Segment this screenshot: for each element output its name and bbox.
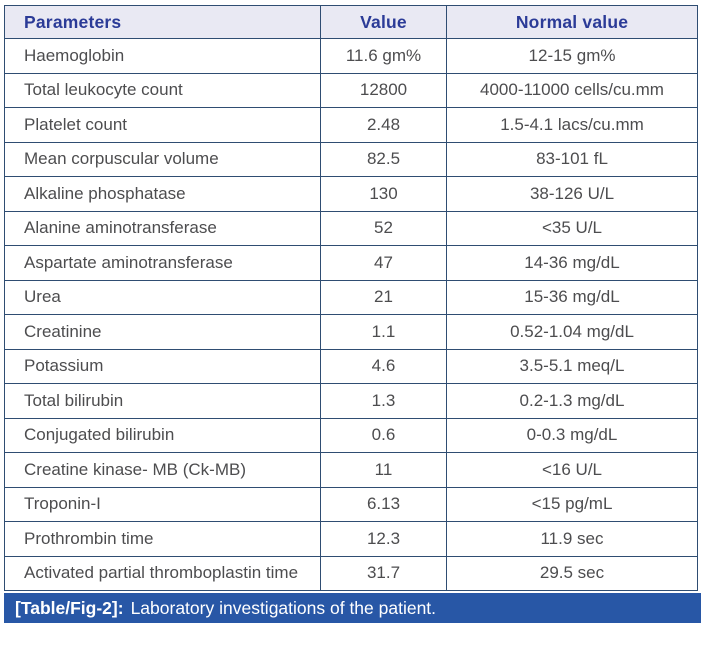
parameter-cell: Total bilirubin xyxy=(4,383,321,419)
table-row: Creatinine 1.1 0.52-1.04 mg/dL xyxy=(4,314,698,350)
table-body: Haemoglobin 11.6 gm% 12-15 gm% Total leukoc… xyxy=(4,38,698,591)
value-cell: 130 xyxy=(320,176,447,212)
normal-value-cell: 83-101 fL xyxy=(446,141,698,177)
value-cell: 47 xyxy=(320,245,447,281)
table-row: Prothrombin time 12.3 11.9 sec xyxy=(4,521,698,557)
value-cell: 1.1 xyxy=(320,314,447,350)
caption-label: [Table/Fig-2]: xyxy=(15,597,124,618)
normal-value-cell: 3.5-5.1 meq/L xyxy=(446,348,698,384)
parameter-cell: Activated partial thromboplastin time xyxy=(4,555,321,591)
normal-value-cell: 0.2-1.3 mg/dL xyxy=(446,383,698,419)
value-cell: 12800 xyxy=(320,72,447,108)
table-row: Alanine aminotransferase 52 <35 U/L xyxy=(4,210,698,246)
table-row: Urea 21 15-36 mg/dL xyxy=(4,279,698,315)
normal-value-cell: 29.5 sec xyxy=(446,555,698,591)
table-row: Platelet count 2.48 1.5-4.1 lacs/cu.mm xyxy=(4,107,698,143)
parameter-cell: Troponin-I xyxy=(4,486,321,522)
table-row: Potassium 4.6 3.5-5.1 meq/L xyxy=(4,348,698,384)
normal-value-cell: <35 U/L xyxy=(446,210,698,246)
col-header-parameters: Parameters xyxy=(4,5,321,39)
parameter-cell: Platelet count xyxy=(4,107,321,143)
col-header-value: Value xyxy=(320,5,447,39)
parameter-cell: Conjugated bilirubin xyxy=(4,417,321,453)
table-row: Haemoglobin 11.6 gm% 12-15 gm% xyxy=(4,38,698,74)
value-cell: 31.7 xyxy=(320,555,447,591)
parameter-cell: Haemoglobin xyxy=(4,38,321,74)
value-cell: 52 xyxy=(320,210,447,246)
parameter-cell: Urea xyxy=(4,279,321,315)
lab-investigations-table: Parameters Value Normal value Haemoglobi… xyxy=(4,5,698,591)
normal-value-cell: 4000-11000 cells/cu.mm xyxy=(446,72,698,108)
parameter-cell: Alkaline phosphatase xyxy=(4,176,321,212)
table-header: Parameters Value Normal value xyxy=(4,5,698,39)
table-row: Conjugated bilirubin 0.6 0-0.3 mg/dL xyxy=(4,417,698,453)
parameter-cell: Creatine kinase- MB (Ck-MB) xyxy=(4,452,321,488)
parameter-cell: Potassium xyxy=(4,348,321,384)
value-cell: 4.6 xyxy=(320,348,447,384)
table-row: Alkaline phosphatase 130 38-126 U/L xyxy=(4,176,698,212)
normal-value-cell: 11.9 sec xyxy=(446,521,698,557)
value-cell: 21 xyxy=(320,279,447,315)
table-row: Total leukocyte count 12800 4000-11000 cel… xyxy=(4,72,698,108)
normal-value-cell: 15-36 mg/dL xyxy=(446,279,698,315)
parameter-cell: Mean corpuscular volume xyxy=(4,141,321,177)
parameter-cell: Total leukocyte count xyxy=(4,72,321,108)
parameter-cell: Prothrombin time xyxy=(4,521,321,557)
parameter-cell: Alanine aminotransferase xyxy=(4,210,321,246)
header-row: Parameters Value Normal value xyxy=(4,5,698,39)
normal-value-cell: 0.52-1.04 mg/dL xyxy=(446,314,698,350)
value-cell: 11 xyxy=(320,452,447,488)
col-header-normal-value: Normal value xyxy=(446,5,698,39)
table-row: Activated partial thromboplastin time 31.… xyxy=(4,555,698,591)
value-cell: 6.13 xyxy=(320,486,447,522)
normal-value-cell: 38-126 U/L xyxy=(446,176,698,212)
table-row: Aspartate aminotransferase 47 14-36 mg/dL xyxy=(4,245,698,281)
table-row: Creatine kinase- MB (Ck-MB) 11 <16 U/L xyxy=(4,452,698,488)
normal-value-cell: 0-0.3 mg/dL xyxy=(446,417,698,453)
table-row: Total bilirubin 1.3 0.2-1.3 mg/dL xyxy=(4,383,698,419)
value-cell: 1.3 xyxy=(320,383,447,419)
value-cell: 2.48 xyxy=(320,107,447,143)
normal-value-cell: 1.5-4.1 lacs/cu.mm xyxy=(446,107,698,143)
value-cell: 82.5 xyxy=(320,141,447,177)
value-cell: 11.6 gm% xyxy=(320,38,447,74)
table-caption: [Table/Fig-2]: Laboratory investigations… xyxy=(4,593,701,623)
caption-text: Laboratory investigations of the patient… xyxy=(130,597,437,618)
normal-value-cell: 14-36 mg/dL xyxy=(446,245,698,281)
value-cell: 0.6 xyxy=(320,417,447,453)
parameter-cell: Aspartate aminotransferase xyxy=(4,245,321,281)
normal-value-cell: <15 pg/mL xyxy=(446,486,698,522)
normal-value-cell: 12-15 gm% xyxy=(446,38,698,74)
normal-value-cell: <16 U/L xyxy=(446,452,698,488)
value-cell: 12.3 xyxy=(320,521,447,557)
table-row: Mean corpuscular volume 82.5 83-101 fL xyxy=(4,141,698,177)
parameter-cell: Creatinine xyxy=(4,314,321,350)
table-row: Troponin-I 6.13 <15 pg/mL xyxy=(4,486,698,522)
